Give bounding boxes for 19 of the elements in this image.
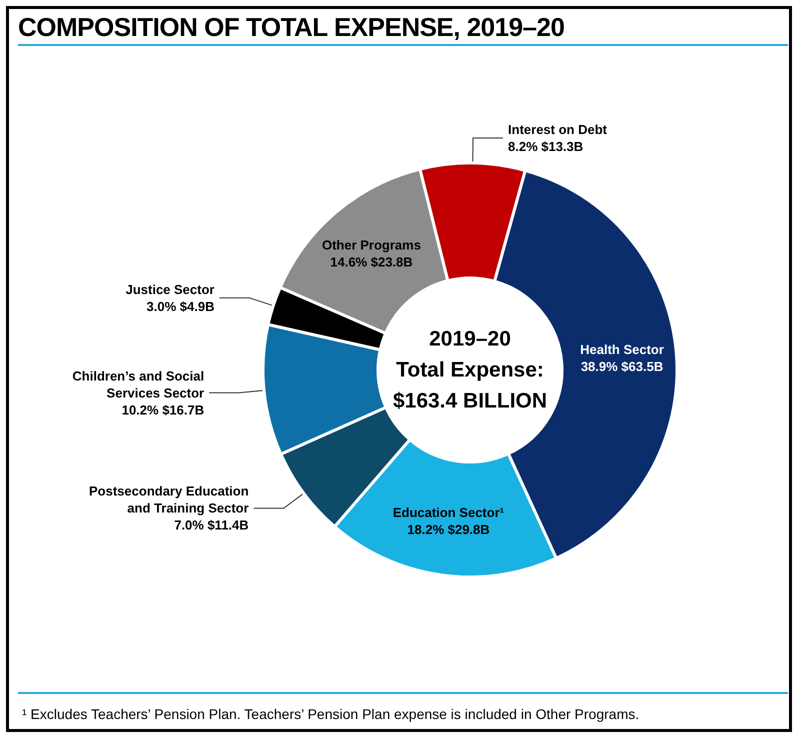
- slice-label: Health Sector: [580, 342, 664, 357]
- slice-label: Interest on Debt: [508, 122, 608, 138]
- data-label: 18.2% $29.8B: [407, 522, 490, 537]
- data-label: 10.2% $16.7B: [122, 402, 204, 418]
- data-label: 3.0% $4.9B: [146, 298, 214, 314]
- data-label: 38.9% $63.5B: [580, 358, 664, 374]
- slice-label: Postsecondary Education and Training Sector: [89, 484, 249, 516]
- text: Total Expense:: [396, 358, 544, 382]
- text: $163.4 BILLION: [392, 390, 548, 412]
- text: ¹ Excludes Teachers’ Pension Plan. Teachers’ Pension Plan expense is included in Other Programs.: [22, 706, 640, 722]
- data-label: 14.6% $23.8B: [330, 254, 413, 270]
- chart-title: COMPOSITION OF TOTAL EXPENSE, 2019–20: [18, 12, 564, 43]
- slice-label: Children’s and Social Services Sector: [72, 368, 204, 400]
- text: 2019–20: [429, 328, 511, 350]
- slice-label: Justice Sector: [126, 282, 214, 297]
- slice-label: Education Sector¹: [392, 504, 504, 520]
- data-label: 8.2% $13.3B: [508, 139, 584, 154]
- slice-label: Other Programs: [322, 238, 421, 253]
- data-label: 7.0% $11.4B: [174, 518, 249, 533]
